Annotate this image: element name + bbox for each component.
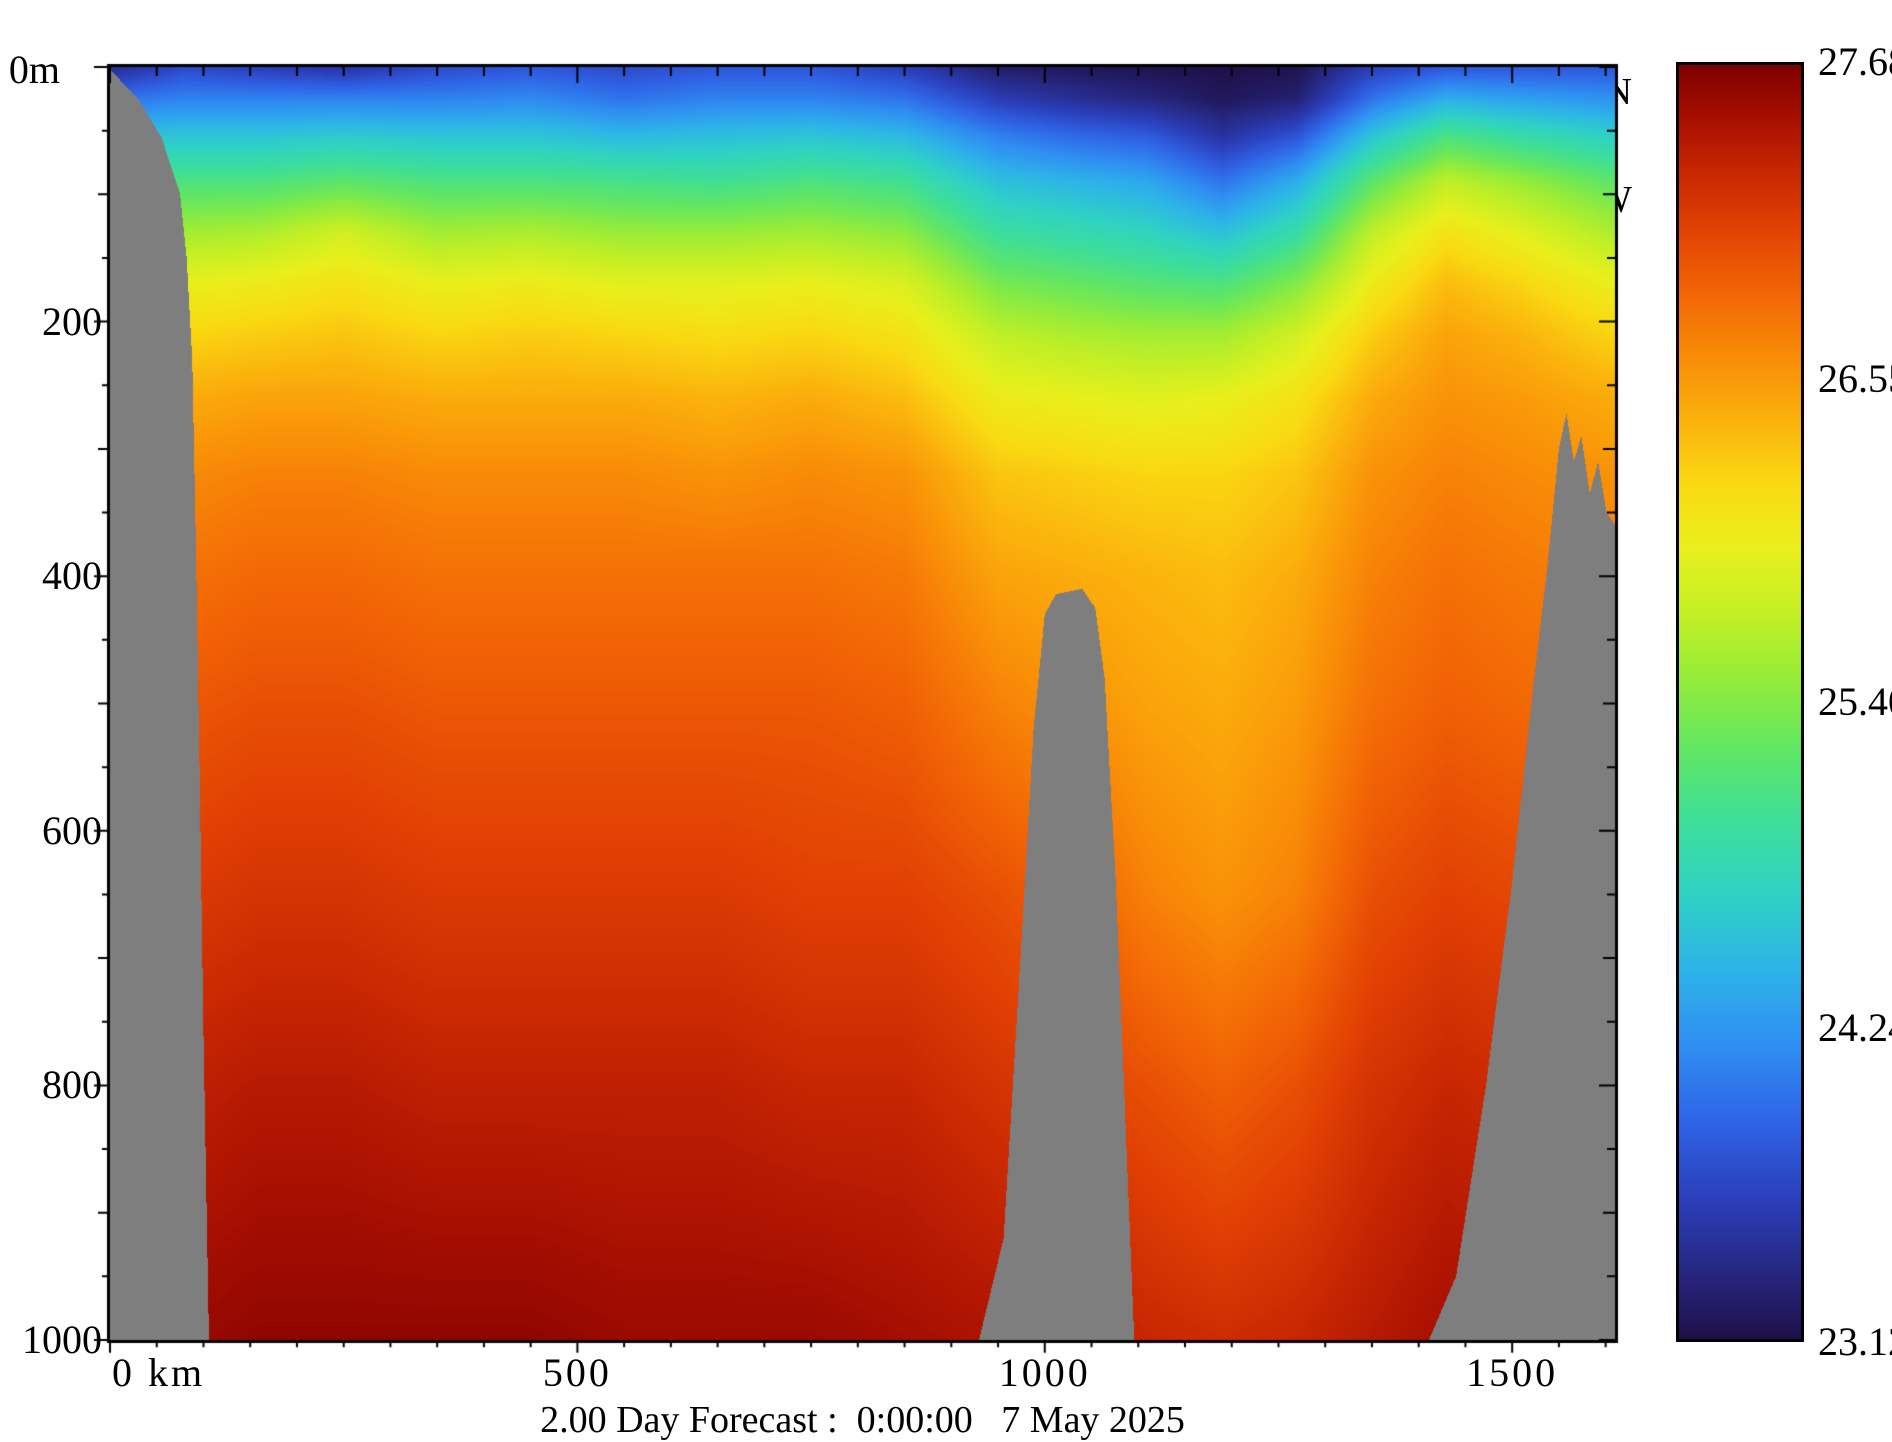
depth-axis-label-800: 800 [42, 1062, 102, 1108]
depth-axis-label-200: 200 [42, 298, 102, 344]
distance-axis-label-500: 500 [542, 1350, 612, 1395]
distance-axis-label-1000: 1000 [998, 1350, 1091, 1395]
colorbar-label-26.55: 26.55 [1818, 356, 1892, 402]
density-section-heatmap-canvas [90, 47, 1635, 1360]
forecast-caption: 2.00 Day Forecast : 0:00:00 7 May 2025 [540, 1399, 1185, 1441]
depth-axis-label-400: 400 [42, 553, 102, 599]
distance-axis-label-1500: 1500 [1466, 1350, 1559, 1395]
depth-axis-label-1000: 1000 [22, 1317, 102, 1362]
depth-axis-origin-label: 0m [8, 47, 60, 92]
colorbar-label-27.68: 27.68 [1818, 39, 1892, 84]
colorbar-label-23.12: 23.12 [1818, 1319, 1892, 1364]
distance-axis-label-0: 0 km [112, 1350, 206, 1395]
depth-axis-label-600: 600 [42, 807, 102, 853]
colorbar-label-24.24: 24.24 [1818, 1004, 1892, 1050]
colorbar [1676, 62, 1804, 1342]
colorbar-label-25.40: 25.40 [1818, 679, 1892, 724]
